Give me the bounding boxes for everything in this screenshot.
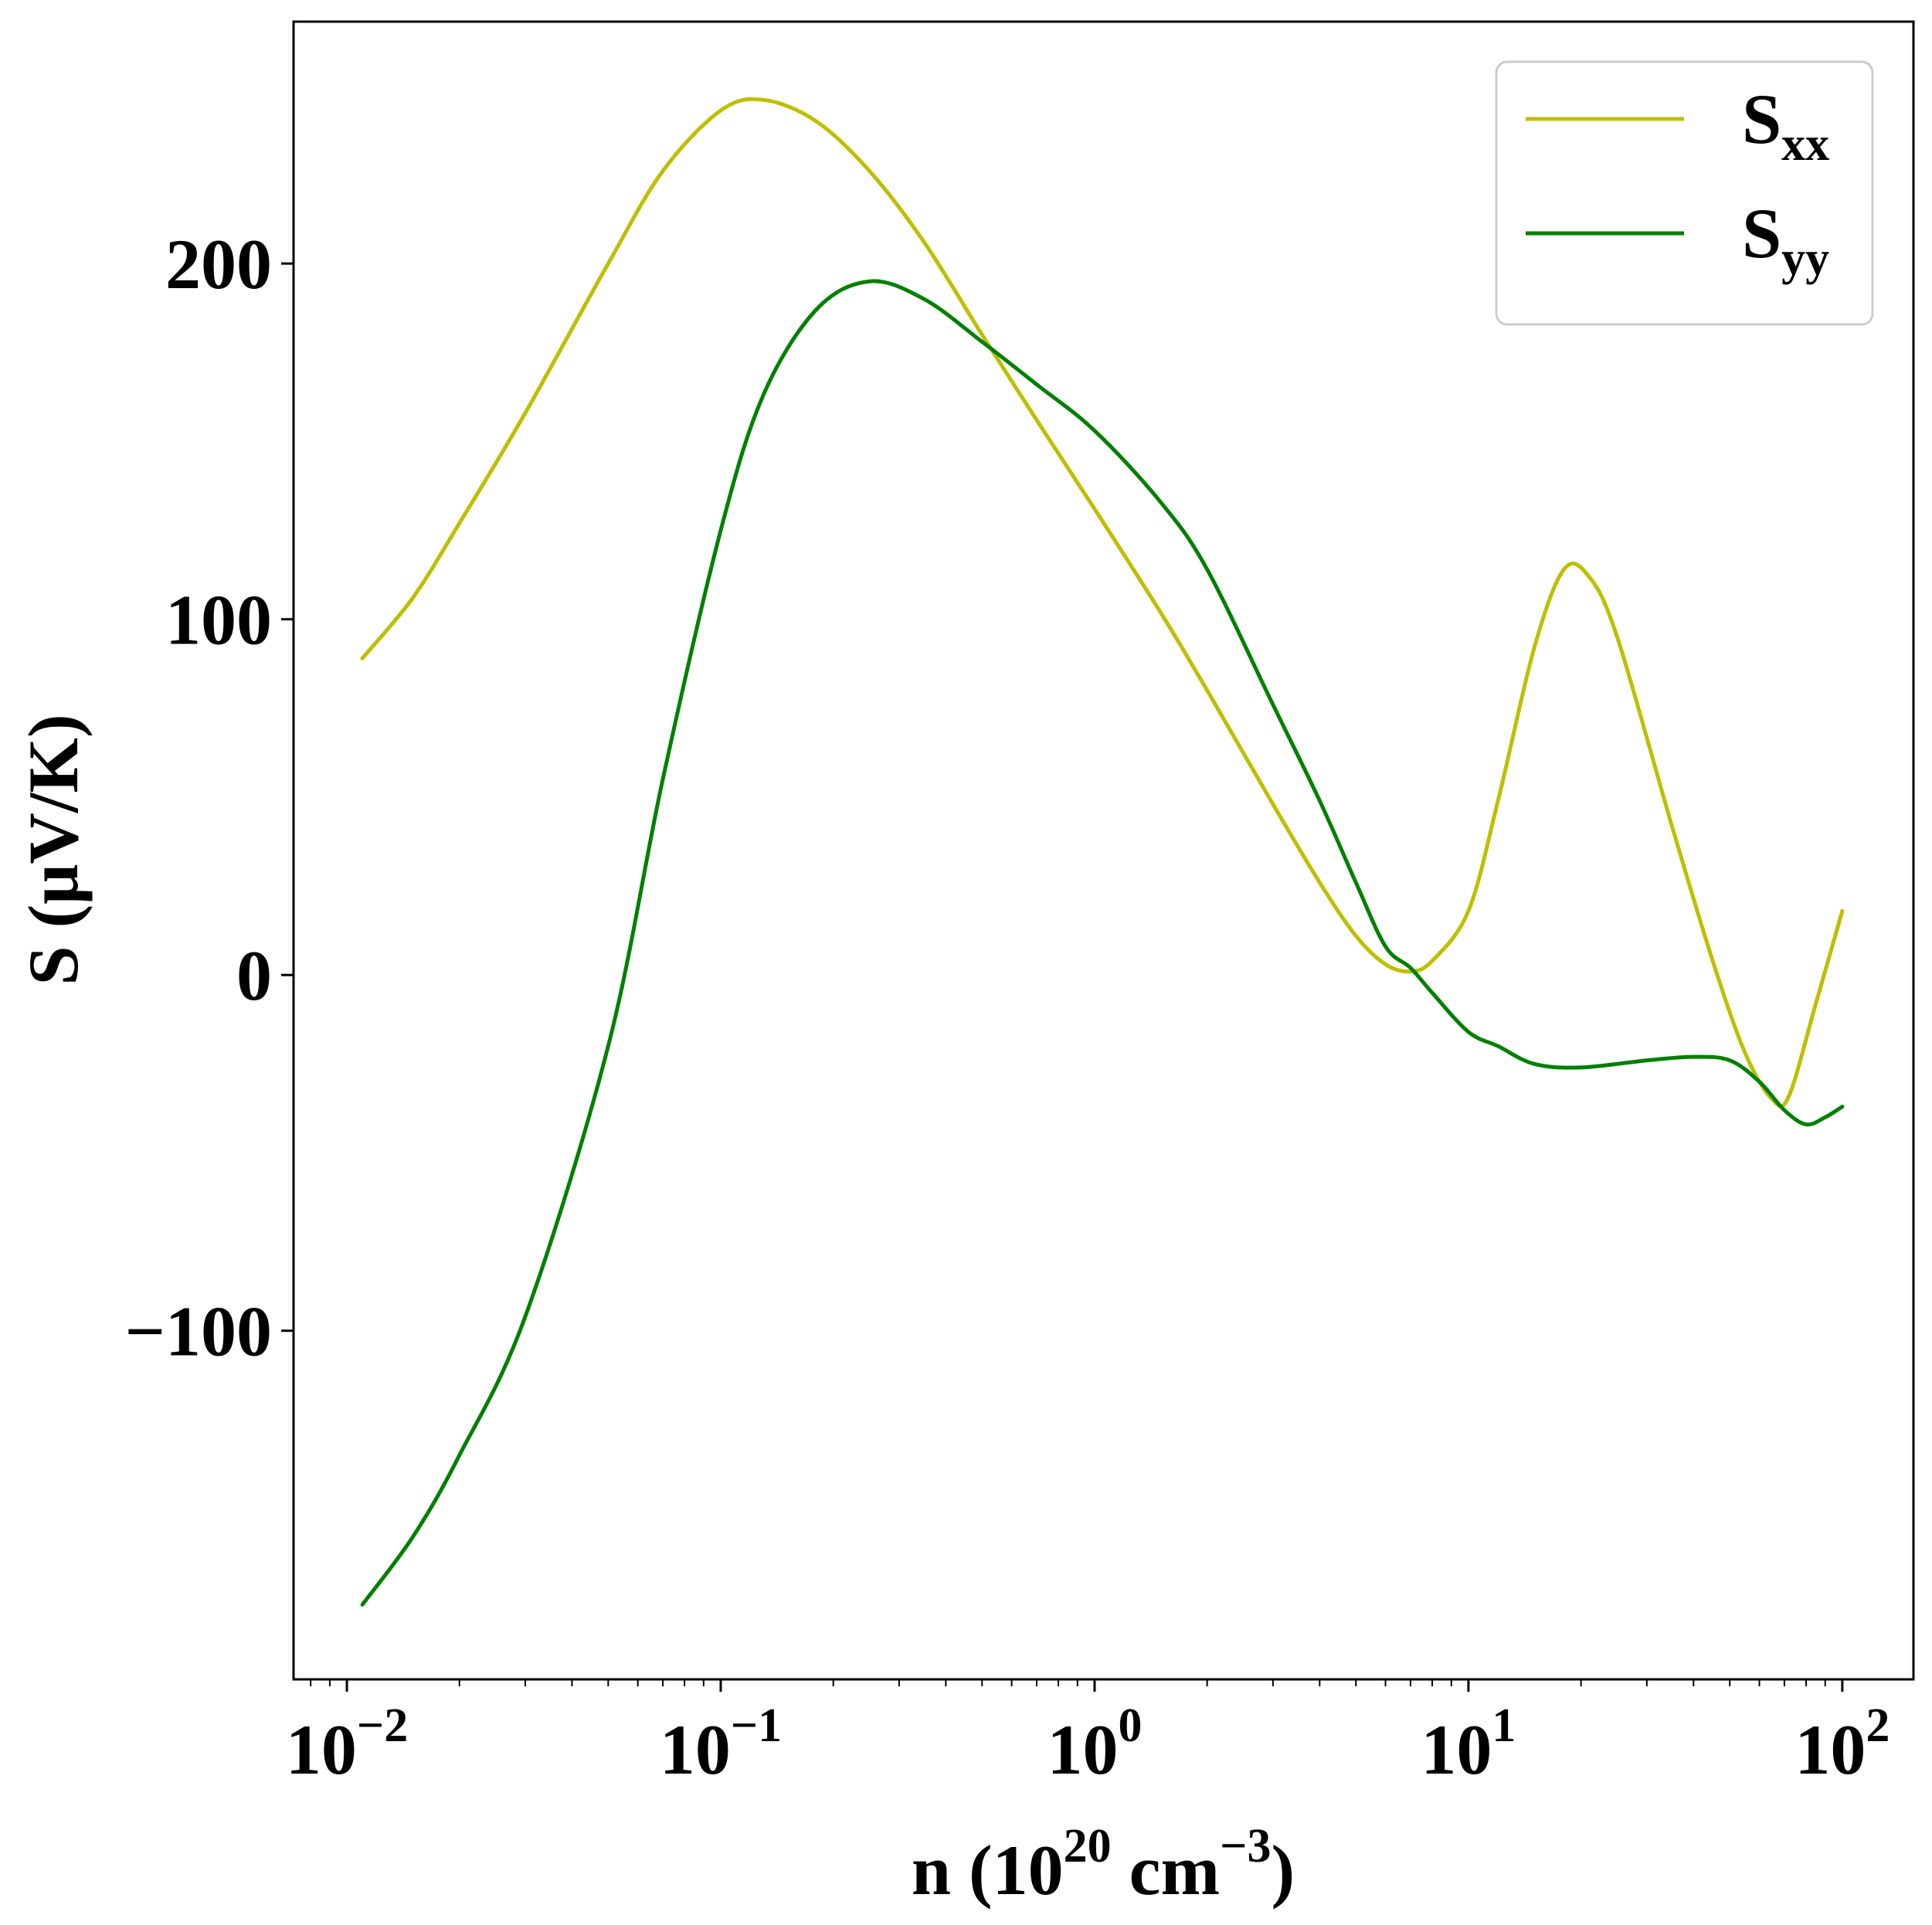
x-axis-label: n (1020 cm−3) [912,1820,1295,1910]
x-tick-label: 102 [1794,1699,1890,1789]
x-axis-label-exponent-2: −3 [1220,1820,1271,1872]
legend-box [1495,60,1874,326]
legend-label-sxx-sub: xx [1781,118,1829,171]
legend: Sxx Syy [1495,60,1874,326]
x-axis-label-end: ) [1272,1831,1295,1910]
legend-label-syy-sub: yy [1781,233,1829,285]
legend-label-sxx-base: S [1742,80,1781,158]
x-axis-ticks: 10−2 10−1 100 101 102 [286,1679,1890,1789]
x-tick-label-exponent: 0 [1118,1699,1142,1752]
x-tick-label-exponent: 1 [1492,1699,1516,1752]
y-axis-label: S (μV/K) [14,714,93,985]
x-tick-label: 101 [1421,1699,1516,1789]
x-tick-label-base: 10 [1421,1710,1492,1789]
x-tick-label-exponent: −1 [731,1699,782,1752]
x-axis-label-exponent-1: 20 [1064,1820,1112,1872]
y-tick-label: 100 [165,581,272,660]
x-tick-label: 10−2 [286,1699,408,1789]
x-tick-label-base: 10 [286,1710,357,1789]
legend-label-syy-base: S [1742,194,1781,273]
x-tick-label-exponent: −2 [357,1699,408,1752]
series-layer [360,97,1845,1607]
plot-frame [292,20,1915,1681]
legend-label-sxx: Sxx [1742,80,1829,171]
x-tick-label: 10−1 [660,1699,782,1789]
x-axis-label-middle: cm [1112,1831,1220,1910]
y-tick-label: −100 [125,1292,272,1371]
x-tick-label-exponent: 2 [1866,1699,1890,1752]
series-line-sxx [360,97,1845,1108]
x-tick-label-base: 10 [1047,1710,1118,1789]
x-tick-label: 100 [1047,1699,1142,1789]
y-tick-label: 0 [236,936,272,1015]
x-axis-label-base: n (10 [912,1831,1064,1910]
y-axis-ticks: −100 0 100 200 [125,225,294,1371]
series-line-syy [360,279,1845,1607]
legend-label-syy: Syy [1742,194,1829,285]
y-tick-label: 200 [165,225,272,304]
x-tick-label-base: 10 [1794,1710,1866,1789]
x-tick-label-base: 10 [660,1710,731,1789]
